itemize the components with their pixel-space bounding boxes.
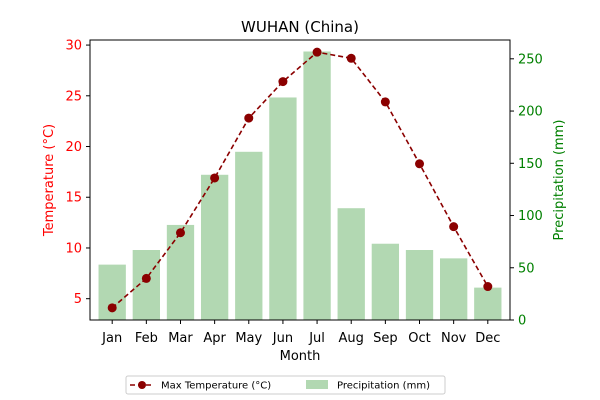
precipitation-bar-aug: [337, 208, 365, 320]
temperature-series-line: [111, 51, 489, 309]
x-tick-label: Apr: [203, 331, 226, 346]
right-tick-label: 250: [518, 52, 543, 67]
right-axis-label: Precipitation (mm): [552, 120, 567, 241]
left-tick-label: 25: [65, 89, 82, 104]
right-tick-label: 50: [518, 261, 535, 276]
precipitation-bar-jun: [269, 97, 297, 321]
legend-line-dot: [138, 381, 146, 389]
left-tick-label: 10: [65, 241, 82, 256]
temperature-point-mar: [175, 228, 185, 238]
right-tick-label: 0: [518, 314, 526, 329]
temperature-point-jun: [278, 77, 288, 87]
legend-temperature-label: Max Temperature (°C): [161, 381, 271, 392]
right-tick-label: 150: [518, 157, 543, 172]
precipitation-bar-sep: [371, 243, 400, 320]
temperature-point-apr: [210, 173, 220, 183]
temperature-point-dec: [483, 282, 493, 292]
legend-precipitation-label: Precipitation (mm): [337, 381, 430, 392]
legend-box: [125, 375, 446, 395]
right-tick-label: 100: [518, 209, 543, 224]
x-axis-ticks: Jan Feb Mar Apr May Jun Jul Aug Sep Oct Nov Dec: [101, 320, 500, 346]
temperature-point-nov: [449, 222, 459, 232]
temperature-point-oct: [415, 159, 425, 169]
x-tick-label: Sep: [373, 331, 398, 346]
precipitation-bar-feb: [132, 250, 160, 320]
x-tick-label: Nov: [441, 331, 467, 346]
precipitation-bar-mar: [166, 224, 195, 320]
temperature-point-may: [244, 113, 254, 123]
precipitation-bar-nov: [440, 258, 468, 320]
temperature-point-aug: [346, 53, 356, 63]
temperature-line: [107, 47, 493, 313]
x-tick-label: Jul: [308, 331, 325, 346]
temperature-point-jan: [107, 303, 117, 313]
x-tick-label: Feb: [135, 331, 158, 346]
legend-bar-swatch: [306, 380, 328, 389]
left-axis-ticks: 5 10 15 20 25 30: [65, 39, 90, 307]
precipitation-bar-dec: [474, 287, 502, 320]
temperature-point-feb: [141, 273, 151, 283]
legend: Max Temperature (°C) Precipitation (mm): [125, 375, 446, 395]
x-tick-label: Oct: [408, 331, 430, 346]
x-tick-label: May: [235, 331, 262, 346]
right-tick-label: 200: [518, 105, 543, 120]
precipitation-bar-apr: [200, 174, 229, 320]
left-tick-label: 15: [65, 191, 82, 206]
left-axis-label: Temperature (°C): [42, 124, 57, 237]
precipitation-bar-jul: [303, 51, 331, 320]
left-tick-label: 30: [65, 39, 82, 54]
x-tick-label: Jun: [272, 331, 293, 346]
right-axis-ticks: 0 50 100 150 200 250: [510, 52, 543, 329]
plot-frame: [89, 39, 511, 321]
chart-title: WUHAN (China): [241, 18, 359, 36]
temperature-point-sep: [380, 97, 390, 107]
temperature-point-jul: [312, 47, 322, 57]
left-tick-label: 5: [74, 292, 82, 307]
x-tick-label: Jan: [101, 331, 122, 346]
left-tick-label: 20: [65, 140, 82, 155]
x-tick-label: Mar: [168, 331, 193, 346]
x-tick-label: Aug: [339, 331, 364, 346]
x-tick-label: Dec: [475, 331, 500, 346]
precipitation-bars: [98, 51, 502, 321]
precipitation-bar-oct: [405, 250, 434, 320]
precipitation-bar-may: [235, 151, 263, 320]
x-axis-label: Month: [280, 349, 321, 364]
